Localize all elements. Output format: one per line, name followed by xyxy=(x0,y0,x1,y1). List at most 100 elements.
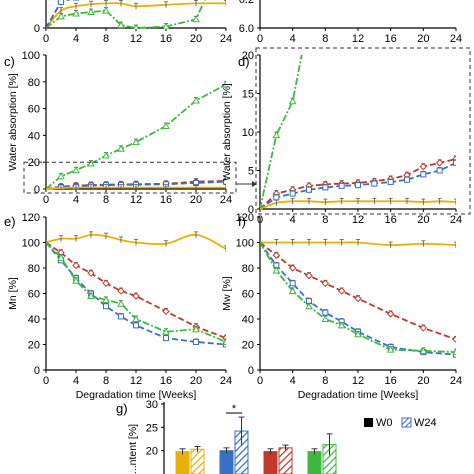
bar-w0 xyxy=(175,451,190,474)
data-point xyxy=(132,138,140,146)
x-tick-label: 0 xyxy=(257,33,263,45)
data-point xyxy=(102,295,110,303)
panel-label-c: c) xyxy=(4,54,15,69)
series-line-yellow xyxy=(46,233,226,250)
series-line-blue xyxy=(46,180,226,190)
series-line-red xyxy=(46,241,226,339)
data-point xyxy=(117,287,125,295)
y-tick-label: 40 xyxy=(242,314,254,326)
x-tick-label: 4 xyxy=(73,33,79,45)
x-tick-label: 24 xyxy=(450,214,462,226)
data-point xyxy=(58,0,64,5)
bar-w0 xyxy=(263,451,278,474)
data-point xyxy=(132,292,140,300)
data-point xyxy=(322,184,329,191)
x-tick-label: 24 xyxy=(220,33,232,45)
data-point xyxy=(57,172,65,180)
panel-a: 00 4 8 12 16 20 24 xyxy=(34,0,232,45)
y-tick-label: 25 xyxy=(146,422,158,434)
series-group xyxy=(260,239,456,358)
panel-label-d: d) xyxy=(238,54,250,69)
data-point xyxy=(354,330,362,338)
x-tick-label: 24 xyxy=(220,375,232,387)
data-point xyxy=(419,162,428,171)
x-tick-label: 0 xyxy=(43,375,49,387)
y-tick-label: 20 xyxy=(242,50,254,62)
series-line-green xyxy=(46,0,206,29)
x-tick-label: 24 xyxy=(450,375,462,387)
data-point xyxy=(87,159,95,167)
y-tick-label: 40 xyxy=(28,314,40,326)
x-tick-label: 8 xyxy=(103,375,109,387)
data-point xyxy=(321,279,330,288)
data-point xyxy=(355,182,361,189)
series-line-green xyxy=(46,241,226,343)
series-group xyxy=(46,231,226,348)
connector-arrowhead xyxy=(252,181,257,187)
data-point xyxy=(371,180,378,187)
bar-w24 xyxy=(190,448,205,474)
data-point xyxy=(404,176,410,183)
series-line-yellow xyxy=(46,186,226,190)
data-point xyxy=(72,276,80,284)
y-tick-label: 10 xyxy=(242,127,254,139)
data-point xyxy=(338,182,345,189)
y-tick-label: 80 xyxy=(28,77,40,89)
data-point xyxy=(420,171,427,178)
bar-w0 xyxy=(219,450,234,474)
y-tick-label: 0 xyxy=(34,23,40,35)
y-tick-label: 0 xyxy=(34,365,40,377)
significance-star: * xyxy=(232,403,237,415)
y-tick-label: 0 xyxy=(248,204,254,216)
legend-swatch-w0 xyxy=(364,418,373,427)
panel-label-f: f) xyxy=(238,214,246,229)
data-point xyxy=(305,302,313,310)
data-point xyxy=(192,96,200,104)
series-line-yellow xyxy=(46,2,226,29)
data-point xyxy=(72,261,80,270)
x-tick-label: 12 xyxy=(352,214,364,226)
data-point xyxy=(162,307,170,316)
data-point xyxy=(386,310,395,318)
series-line-red xyxy=(260,241,456,341)
data-point xyxy=(288,97,297,105)
panel-e: 0 20 40 60 80 100 120 0 4 8 12 16 20 24 Mn [%] Degradat… xyxy=(7,212,232,401)
y-tick-label: 80 xyxy=(28,263,40,275)
x-tick-label: 4 xyxy=(290,375,296,387)
x-tick-label: 12 xyxy=(130,375,142,387)
y-axis-label: Mw [%] xyxy=(221,276,233,311)
panel-b: 6.2 6.00 4 8 12 16 20 24 xyxy=(239,0,462,45)
x-tick-label: 16 xyxy=(160,194,172,206)
data-point xyxy=(306,186,312,193)
data-point xyxy=(72,166,80,174)
x-tick-label: 4 xyxy=(290,33,296,45)
data-point xyxy=(387,179,394,186)
y-tick-label: 6.0 xyxy=(239,23,254,35)
data-point xyxy=(102,279,110,288)
x-tick-label: 12 xyxy=(130,33,142,45)
data-point xyxy=(87,292,95,300)
data-point xyxy=(223,178,226,185)
data-point xyxy=(354,294,362,303)
y-tick-label: 120 xyxy=(22,212,40,224)
y-axis-label: Mn [%] xyxy=(7,277,19,310)
x-tick-label: 0 xyxy=(257,375,263,387)
x-tick-label: 24 xyxy=(450,33,462,45)
y-axis-label: ...ntent [%] xyxy=(127,424,139,474)
data-point xyxy=(288,264,297,272)
data-point xyxy=(452,335,456,344)
data-point xyxy=(337,287,346,295)
y-tick-label: 60 xyxy=(242,289,254,301)
y-tick-label: 20 xyxy=(28,340,40,352)
series-line-green xyxy=(260,55,303,210)
data-point xyxy=(289,190,296,197)
data-point xyxy=(272,266,281,274)
series-line-yellow xyxy=(260,241,456,246)
data-point xyxy=(386,345,395,353)
data-point xyxy=(57,253,65,261)
y-tick-label: 0 xyxy=(248,365,254,377)
y-tick-label: 100 xyxy=(22,50,40,62)
data-point xyxy=(192,15,200,23)
x-tick-label: 12 xyxy=(352,33,364,45)
data-point xyxy=(452,348,456,356)
